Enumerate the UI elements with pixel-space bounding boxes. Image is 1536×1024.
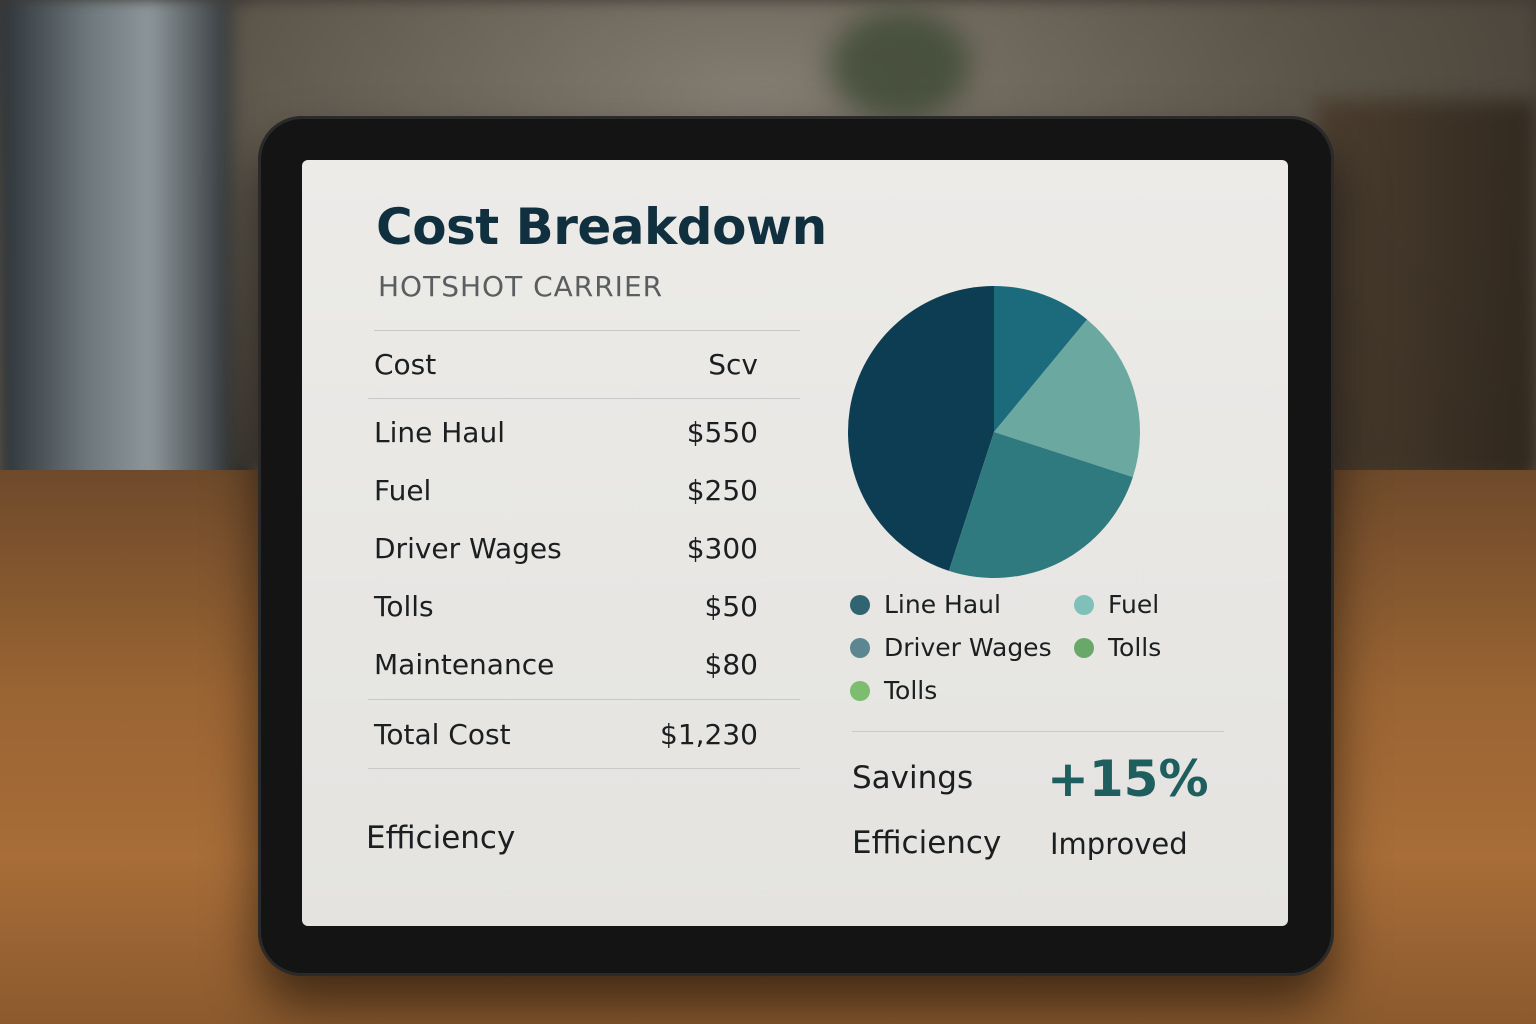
- column-header-value: Scv: [708, 347, 758, 381]
- row-value: $300: [686, 531, 758, 565]
- legend-item: Tolls: [1074, 633, 1161, 662]
- savings-label: Savings: [852, 760, 974, 796]
- background-window: [0, 0, 250, 560]
- legend-item: Line Haul: [850, 590, 1001, 619]
- pie-slice: [994, 286, 1088, 432]
- table-row: Line Haul $550: [368, 403, 798, 461]
- efficiency-value: Improved: [1050, 827, 1188, 861]
- row-value: $550: [686, 415, 758, 449]
- table-row: Driver Wages $300: [368, 519, 798, 577]
- row-label: Line Haul: [374, 415, 505, 449]
- legend-swatch: [1074, 594, 1094, 615]
- savings-value: +15%: [1047, 750, 1209, 808]
- pie-slice: [948, 432, 1133, 578]
- row-value: $80: [704, 647, 758, 681]
- tablet-device: Cost Breakdown HOTSHOT CARRIER Cost Scv …: [258, 116, 1334, 976]
- legend-swatch: [850, 637, 870, 658]
- table-row: Fuel $250: [368, 461, 798, 519]
- efficiency-label: Efficiency: [852, 825, 1002, 861]
- row-value: $50: [704, 589, 758, 623]
- legend-label: Fuel: [1108, 590, 1160, 619]
- legend-swatch: [1074, 637, 1094, 658]
- row-label: Tolls: [374, 589, 434, 623]
- row-label: Maintenance: [374, 647, 555, 681]
- legend-label: Line Haul: [884, 590, 1001, 619]
- legend-label: Driver Wages: [884, 633, 1052, 662]
- divider-total: [368, 699, 800, 700]
- row-value: $250: [686, 473, 758, 507]
- divider-bottom: [368, 768, 800, 769]
- column-header-cost: Cost: [374, 347, 437, 381]
- legend-label: Tolls: [1108, 633, 1162, 662]
- divider-top: [374, 330, 800, 331]
- pie-slice: [848, 286, 994, 571]
- divider-header: [368, 398, 800, 399]
- total-label: Total Cost: [374, 717, 511, 751]
- table-header-row: Cost Scv: [368, 330, 798, 398]
- efficiency-label-left: Efficiency: [366, 820, 516, 856]
- table-row: Tolls $50: [368, 577, 798, 635]
- legend-label: Tolls: [884, 676, 938, 705]
- pie-chart-svg: [848, 286, 1140, 578]
- table-body: Line Haul $550 Fuel $250 Driver Wages $300 Tol…: [368, 403, 798, 693]
- table-total-row: Total Cost $1,230: [368, 700, 798, 768]
- row-label: Driver Wages: [374, 531, 562, 565]
- cost-table: Cost Scv Line Haul $550 Fuel $250 Driver Wag…: [368, 330, 800, 769]
- legend-swatch: [850, 594, 870, 615]
- legend-item: Fuel: [1074, 590, 1159, 619]
- legend-swatch: [850, 680, 870, 701]
- total-value: $1,230: [660, 717, 758, 751]
- page-title: Cost Breakdown: [376, 198, 827, 256]
- pie-chart: [844, 282, 1144, 582]
- legend-item: Driver Wages: [850, 633, 1052, 662]
- divider-summary: [852, 731, 1224, 732]
- page-subtitle: HOTSHOT CARRIER: [378, 270, 664, 303]
- legend-item: Tolls: [850, 676, 937, 705]
- tablet-screen: Cost Breakdown HOTSHOT CARRIER Cost Scv …: [302, 160, 1288, 926]
- row-label: Fuel: [374, 473, 432, 507]
- pie-slice: [994, 319, 1140, 478]
- background-plant: [830, 10, 970, 120]
- table-row: Maintenance $80: [368, 635, 798, 693]
